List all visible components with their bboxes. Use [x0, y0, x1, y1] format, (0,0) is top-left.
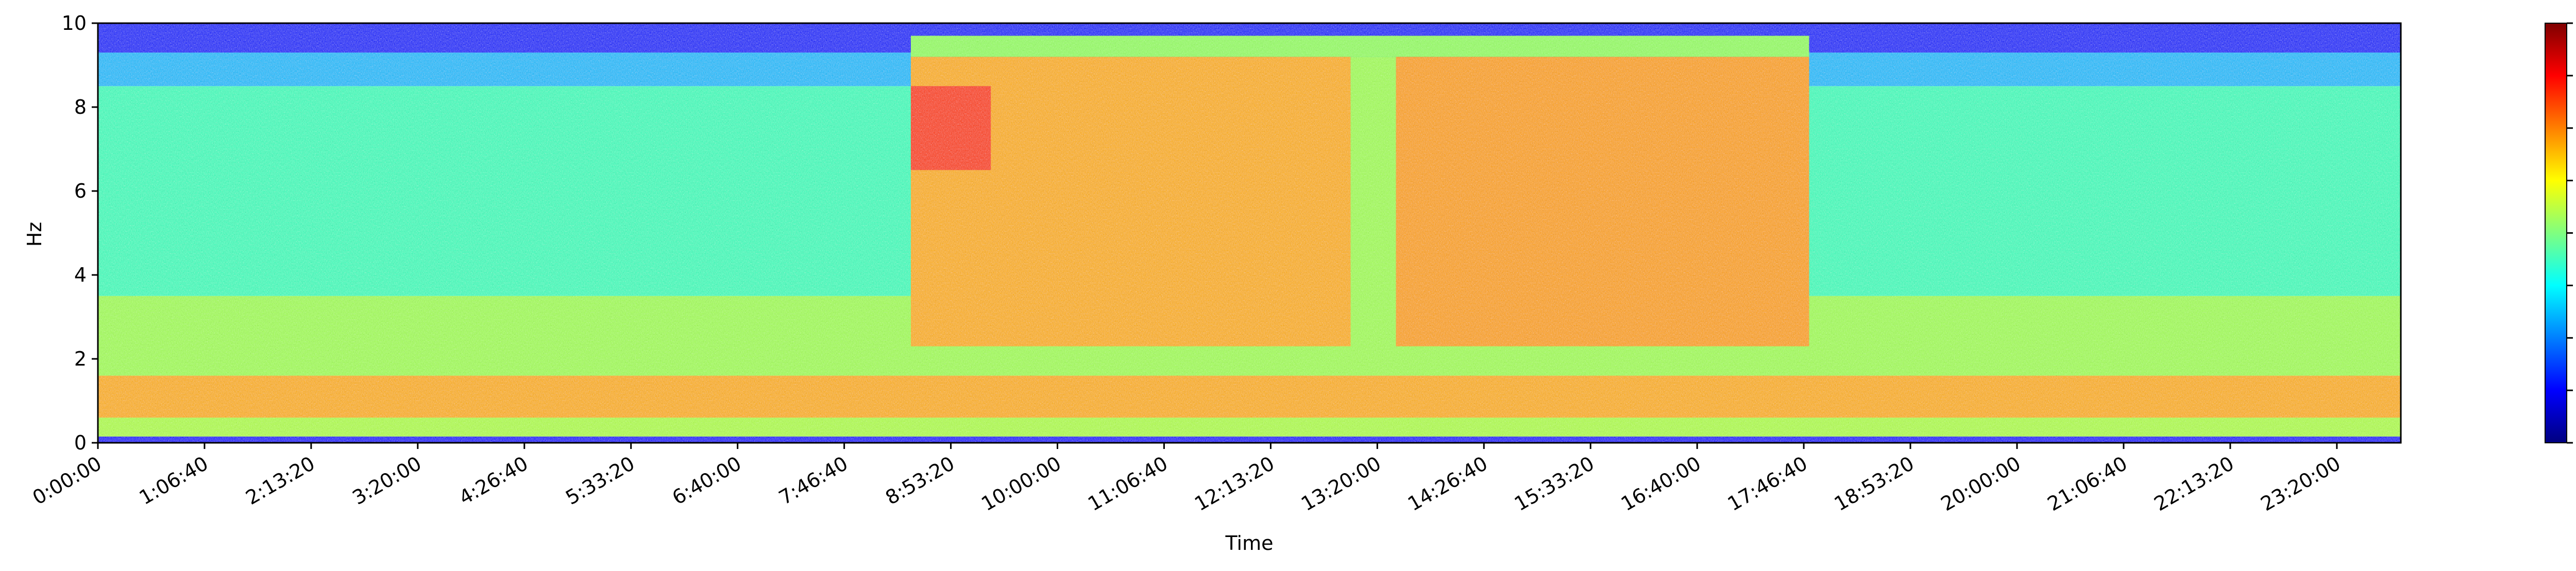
y-tick-label: 4 — [74, 264, 87, 286]
spectrogram-band-2 — [98, 376, 2401, 418]
x-tick-label: 21:06:40 — [2044, 452, 2131, 515]
y-tick-label: 6 — [74, 180, 87, 202]
x-tick-label: 7:46:40 — [775, 452, 852, 509]
colorbar-ticks: +0 dB-10 dB-20 dB-30 dB-40 dB-50 dB-60 d… — [2567, 12, 2576, 454]
spectrogram-band-0 — [98, 437, 2401, 443]
spectrogram-band-1 — [98, 418, 2401, 437]
x-tick-label: 4:26:40 — [455, 452, 532, 509]
x-tick-label: 17:46:40 — [1724, 452, 1811, 515]
y-tick-label: 8 — [74, 96, 87, 118]
x-tick-label: 2:13:20 — [242, 452, 319, 509]
x-tick-label: 0:00:00 — [29, 452, 106, 509]
x-tick-label: 20:00:00 — [1937, 452, 2025, 515]
colorbar-gradient — [2545, 23, 2567, 443]
x-tick-label: 13:20:00 — [1297, 452, 1385, 515]
x-tick-label: 22:13:20 — [2150, 452, 2238, 515]
x-axis: 0:00:00 1:06:40 2:13:20 3:20:00 4:26:40 5:33:… — [29, 443, 2345, 515]
y-axis-label: Hz — [23, 222, 46, 247]
x-tick-label: 18:53:20 — [1831, 452, 1918, 515]
colorbar: +0 dB-10 dB-20 dB-30 dB-40 dB-50 dB-60 d… — [2545, 12, 2576, 454]
spectrogram-band-8 — [1351, 57, 1396, 346]
spectrogram-image — [98, 23, 2401, 443]
x-tick-label: 8:53:20 — [882, 452, 958, 509]
x-tick-label: 11:06:40 — [1084, 452, 1172, 515]
x-tick-label: 16:40:00 — [1617, 452, 1705, 515]
x-tick-label: 23:20:00 — [2257, 452, 2345, 515]
x-tick-label: 15:33:20 — [1511, 452, 1598, 515]
y-tick-label: 10 — [62, 12, 87, 34]
x-axis-label: Time — [1225, 532, 1274, 555]
x-tick-label: 3:20:00 — [348, 452, 425, 509]
spectrogram-band-11 — [911, 36, 1809, 57]
x-tick-label: 5:33:20 — [562, 452, 638, 509]
x-tick-label: 1:06:40 — [135, 452, 212, 509]
y-axis: 0 2 4 6 8 10 — [62, 12, 98, 454]
x-tick-label: 14:26:40 — [1404, 452, 1492, 515]
y-tick-label: 2 — [74, 348, 87, 370]
spectrogram-band-9 — [1396, 57, 1809, 346]
x-tick-label: 6:40:00 — [668, 452, 745, 509]
x-tick-label: 12:13:20 — [1191, 452, 1278, 515]
y-tick-label: 0 — [74, 431, 87, 454]
x-tick-label: 10:00:00 — [977, 452, 1065, 515]
spectrogram-band-10 — [911, 86, 991, 170]
